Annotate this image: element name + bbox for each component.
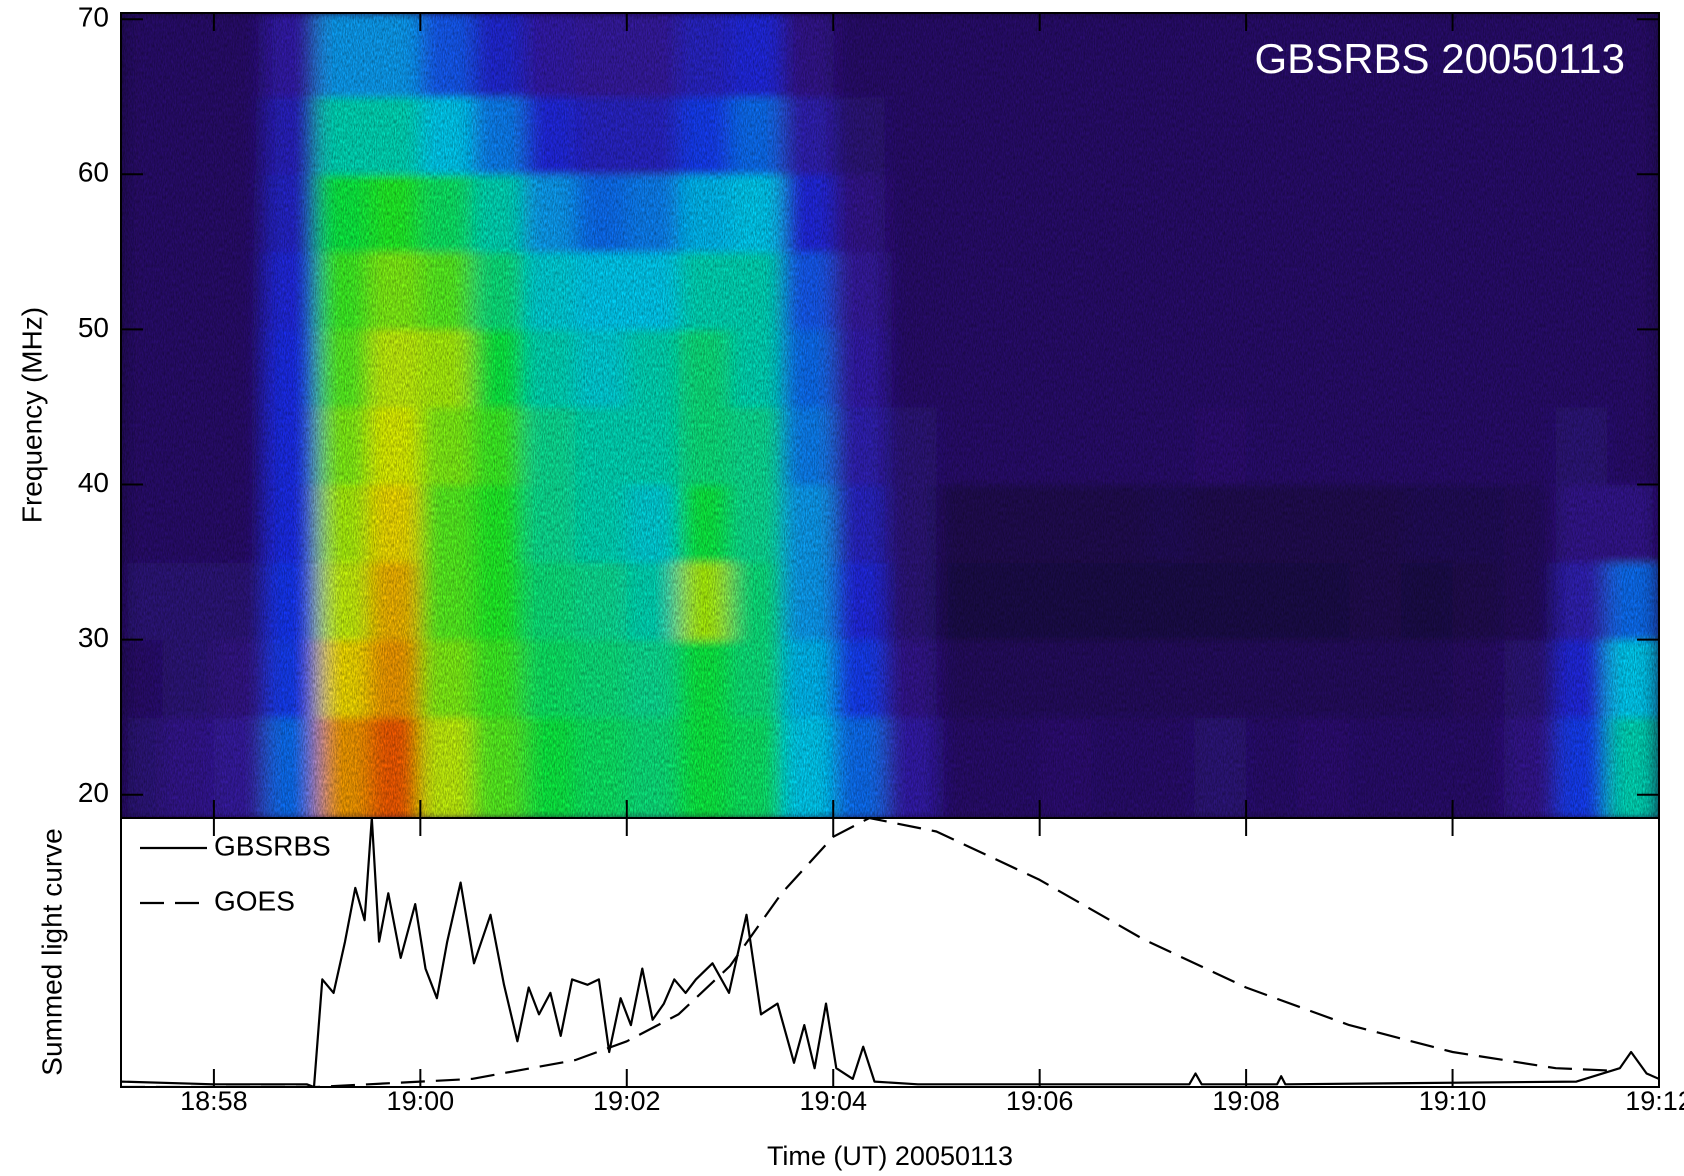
y-tick-label: 30 — [78, 622, 109, 653]
y-tick-label: 20 — [78, 777, 109, 808]
line-series — [121, 818, 1659, 1087]
x-tick-label: 19:04 — [799, 1086, 867, 1116]
x-tick-label: 19:00 — [387, 1086, 455, 1116]
light-curves — [121, 818, 1659, 1087]
y-tick-label: 60 — [78, 157, 109, 188]
x-tick-label: 19:06 — [1006, 1086, 1074, 1116]
legend-label: GOES — [214, 885, 295, 916]
x-tick-label: 19:02 — [593, 1086, 661, 1116]
y-tick-label: 50 — [78, 312, 109, 343]
x-axis-label: Time (UT) 20050113 — [767, 1141, 1013, 1171]
x-tick-label: 19:12 — [1625, 1086, 1684, 1116]
x-tick-label: 19:10 — [1419, 1086, 1487, 1116]
noise-texture — [121, 13, 1659, 818]
line-series — [121, 818, 1618, 1087]
y-tick-label: 40 — [78, 467, 109, 498]
bottom-frame — [120, 817, 1660, 1088]
spectrogram — [121, 13, 1659, 818]
legend-label: GBSRBS — [214, 830, 331, 861]
y-axis-label: Summed light curve — [36, 828, 67, 1075]
x-tick-label: 19:08 — [1212, 1086, 1280, 1116]
y-axis-label: Frequency (MHz) — [16, 307, 47, 523]
x-tick-label: 18:58 — [180, 1086, 248, 1116]
y-tick-label: 70 — [78, 2, 109, 33]
axes: 20 30 40 50 60 70 18:58 19:00 19:02 19:04 19:06 19:… — [78, 2, 1684, 1117]
annotation: GBSRBS 20050113 — [1255, 35, 1625, 82]
